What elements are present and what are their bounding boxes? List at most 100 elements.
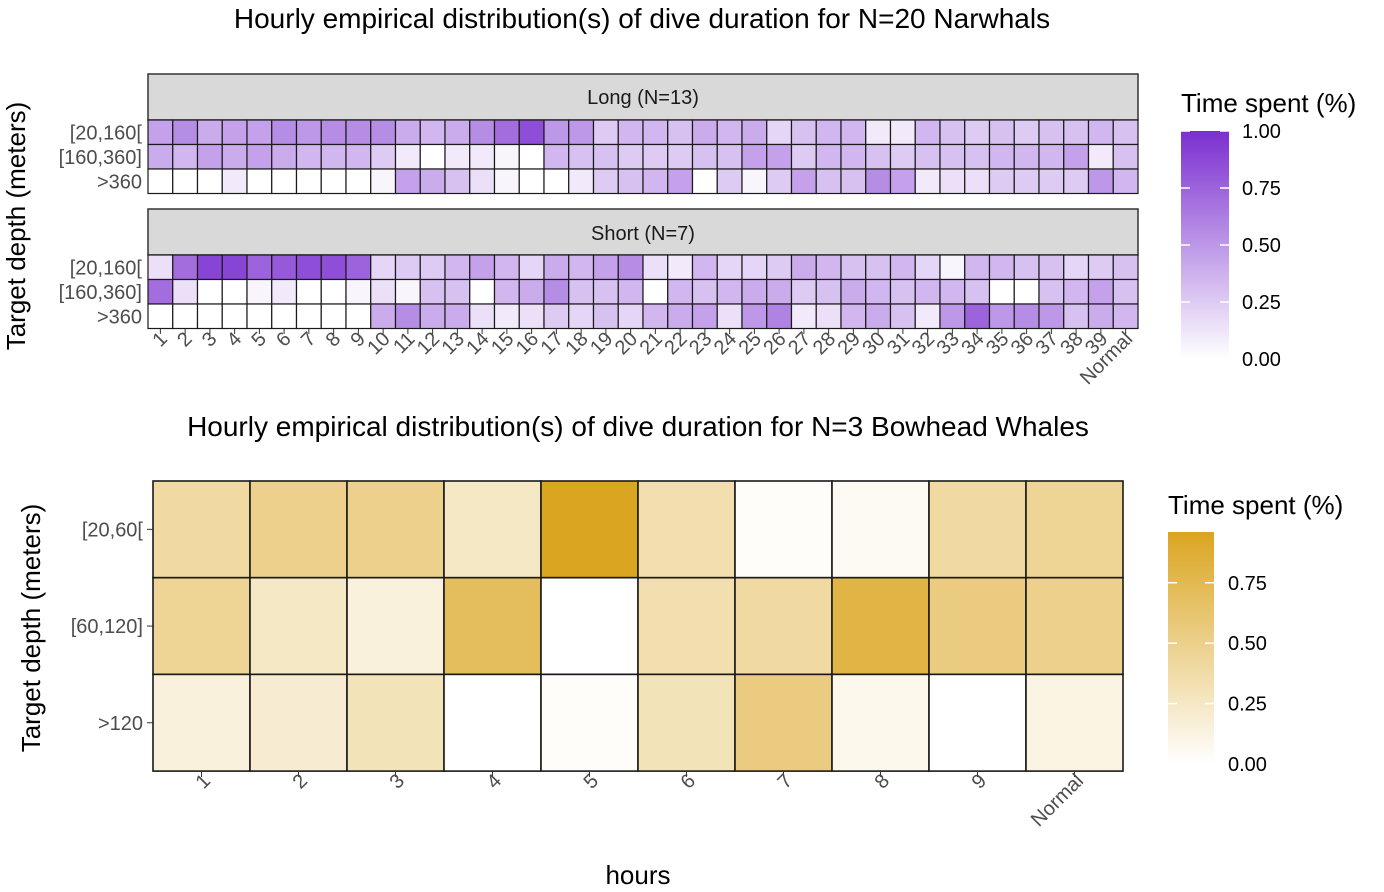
heatmap-cell	[865, 119, 892, 146]
heatmap-cell	[766, 119, 793, 146]
heatmap-cell	[1038, 254, 1065, 281]
heatmap-cell	[568, 278, 595, 305]
heatmap-cell	[346, 480, 445, 579]
heatmap-cell	[1087, 303, 1114, 330]
heatmap-cell	[592, 143, 619, 170]
heatmap-cell	[345, 278, 372, 305]
heatmap-cell	[295, 168, 322, 195]
heatmap-cell	[939, 278, 966, 305]
x-tick-label: 6	[677, 770, 700, 793]
heatmap-cell	[815, 303, 842, 330]
heatmap-cell	[1063, 119, 1090, 146]
heatmap-cell	[543, 278, 570, 305]
heatmap-cell	[1038, 168, 1065, 195]
heatmap-cell	[1038, 119, 1065, 146]
heatmap-cell	[518, 119, 545, 146]
heatmap-cell	[271, 143, 298, 170]
heatmap-cell	[667, 254, 694, 281]
heatmap-cell	[419, 168, 446, 195]
y-tick-label: >360	[97, 306, 142, 328]
bowhead-x-ticks: 1 2 3 4 5 6 7 8 9 Normal	[192, 770, 1088, 831]
heatmap-cell	[716, 168, 743, 195]
narwhal-y-ticks-long: [20,160[[160,360]>360	[59, 122, 143, 193]
heatmap-cell	[540, 576, 639, 676]
heatmap-cell	[691, 254, 718, 281]
heatmap-cell	[568, 143, 595, 170]
heatmap-cell	[320, 119, 347, 146]
x-tick-label: 2	[289, 770, 312, 793]
heatmap-cell	[741, 168, 768, 195]
heatmap-cell	[444, 254, 471, 281]
heatmap-cell	[370, 278, 397, 305]
heatmap-cell	[964, 303, 991, 330]
heatmap-cell	[1063, 278, 1090, 305]
facet-strip-short	[147, 208, 1139, 256]
heatmap-cell	[493, 254, 520, 281]
heatmap-cell	[1025, 673, 1124, 772]
heatmap-cell	[147, 119, 174, 146]
heatmap-cell	[617, 168, 644, 195]
heatmap-cell	[1013, 254, 1040, 281]
heatmap-cell	[691, 278, 718, 305]
heatmap-cell	[540, 673, 639, 772]
heatmap-cell	[840, 303, 867, 330]
heatmap-cell	[637, 480, 736, 579]
heatmap-cell	[295, 119, 322, 146]
heatmap-cell	[394, 143, 421, 170]
heatmap-cell	[939, 143, 966, 170]
heatmap-cell	[741, 303, 768, 330]
heatmap-cell	[667, 278, 694, 305]
heatmap-cell	[928, 673, 1027, 772]
heatmap-cell	[543, 303, 570, 330]
y-tick-label: [60,120]	[71, 616, 143, 638]
heatmap-cell	[1063, 168, 1090, 195]
bowhead-heatmap	[152, 480, 1124, 772]
heatmap-cell	[444, 168, 471, 195]
heatmap-cell	[939, 119, 966, 146]
heatmap-cell	[221, 278, 248, 305]
x-tick-label: 5	[580, 770, 603, 793]
heatmap-cell	[964, 278, 991, 305]
heatmap-cell	[568, 119, 595, 146]
heatmap-cell	[444, 119, 471, 146]
heatmap-cell	[568, 254, 595, 281]
legend-tick-label: 0.00	[1228, 754, 1267, 776]
heatmap-cell	[617, 254, 644, 281]
heatmap-cell	[716, 303, 743, 330]
facet-strip-long	[147, 73, 1139, 121]
heatmap-cell	[493, 303, 520, 330]
heatmap-cell	[617, 143, 644, 170]
heatmap-cell	[1013, 168, 1040, 195]
heatmap-cell	[443, 480, 542, 579]
facet-label-long: Long (N=13)	[587, 87, 699, 109]
heatmap-cell	[1087, 168, 1114, 195]
heatmap-cell	[271, 278, 298, 305]
heatmap-cell	[766, 254, 793, 281]
narwhal-y-ticks-short: [20,160[[160,360]>360	[59, 257, 143, 328]
heatmap-cell	[642, 254, 669, 281]
heatmap-cell	[831, 673, 930, 772]
legend-tick-label: 0.75	[1242, 178, 1281, 200]
heatmap-cell	[271, 119, 298, 146]
heatmap-cell	[419, 303, 446, 330]
heatmap-cell	[152, 673, 251, 772]
heatmap-cell	[295, 143, 322, 170]
x-tick-label: Normal	[1076, 328, 1137, 389]
heatmap-cell	[493, 168, 520, 195]
y-tick-label: [20,160[	[70, 122, 143, 144]
heatmap-cell	[1112, 254, 1139, 281]
heatmap-cell	[815, 254, 842, 281]
x-tick-label: 1	[192, 770, 215, 793]
heatmap-cell	[642, 119, 669, 146]
heatmap-cell	[518, 143, 545, 170]
legend-tick-label: 0.25	[1242, 292, 1281, 314]
heatmap-cell	[865, 278, 892, 305]
heatmap-cell	[518, 254, 545, 281]
heatmap-cell	[667, 143, 694, 170]
heatmap-cell	[766, 143, 793, 170]
heatmap-cell	[734, 673, 833, 772]
heatmap-cell	[1063, 303, 1090, 330]
heatmap-cell	[766, 168, 793, 195]
heatmap-cell	[1087, 143, 1114, 170]
